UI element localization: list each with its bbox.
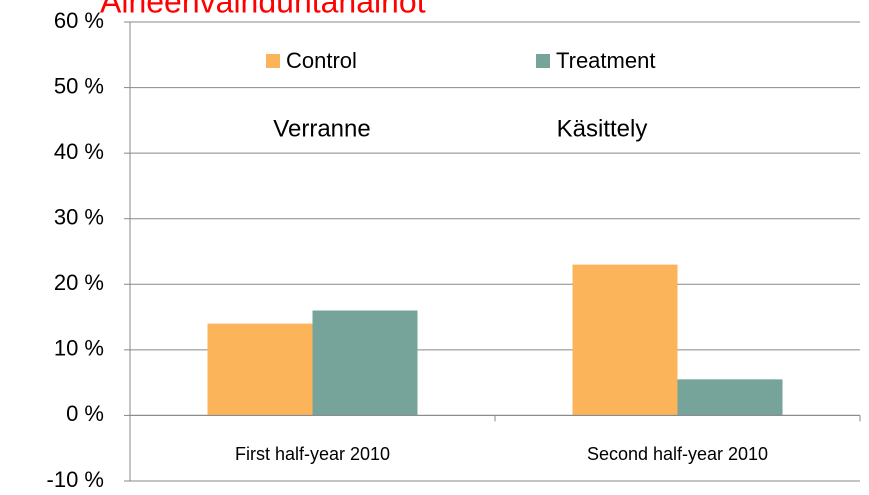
annotation: Käsittely xyxy=(557,115,648,142)
y-tick-label: 30 % xyxy=(54,205,104,230)
bar xyxy=(207,323,313,416)
bar xyxy=(572,264,678,416)
y-tick-label: 60 % xyxy=(54,8,104,33)
bar xyxy=(312,310,418,416)
legend-label: Treatment xyxy=(556,48,655,73)
x-tick-label: First half-year 2010 xyxy=(235,444,390,464)
y-tick-label: -10 % xyxy=(47,467,104,492)
y-tick-label: 50 % xyxy=(54,73,104,98)
y-tick-label: 40 % xyxy=(54,139,104,164)
chart-title: Aineenvaihduntahäiriöt xyxy=(100,0,426,19)
y-tick-label: 20 % xyxy=(54,270,104,295)
y-tick-label: 10 % xyxy=(54,336,104,361)
y-tick-label: 0 % xyxy=(66,401,104,426)
annotation: Verranne xyxy=(273,115,370,142)
legend-swatch xyxy=(536,54,550,68)
bar xyxy=(677,379,783,416)
legend-label: Control xyxy=(286,48,357,73)
x-tick-label: Second half-year 2010 xyxy=(587,444,768,464)
legend-swatch xyxy=(266,54,280,68)
